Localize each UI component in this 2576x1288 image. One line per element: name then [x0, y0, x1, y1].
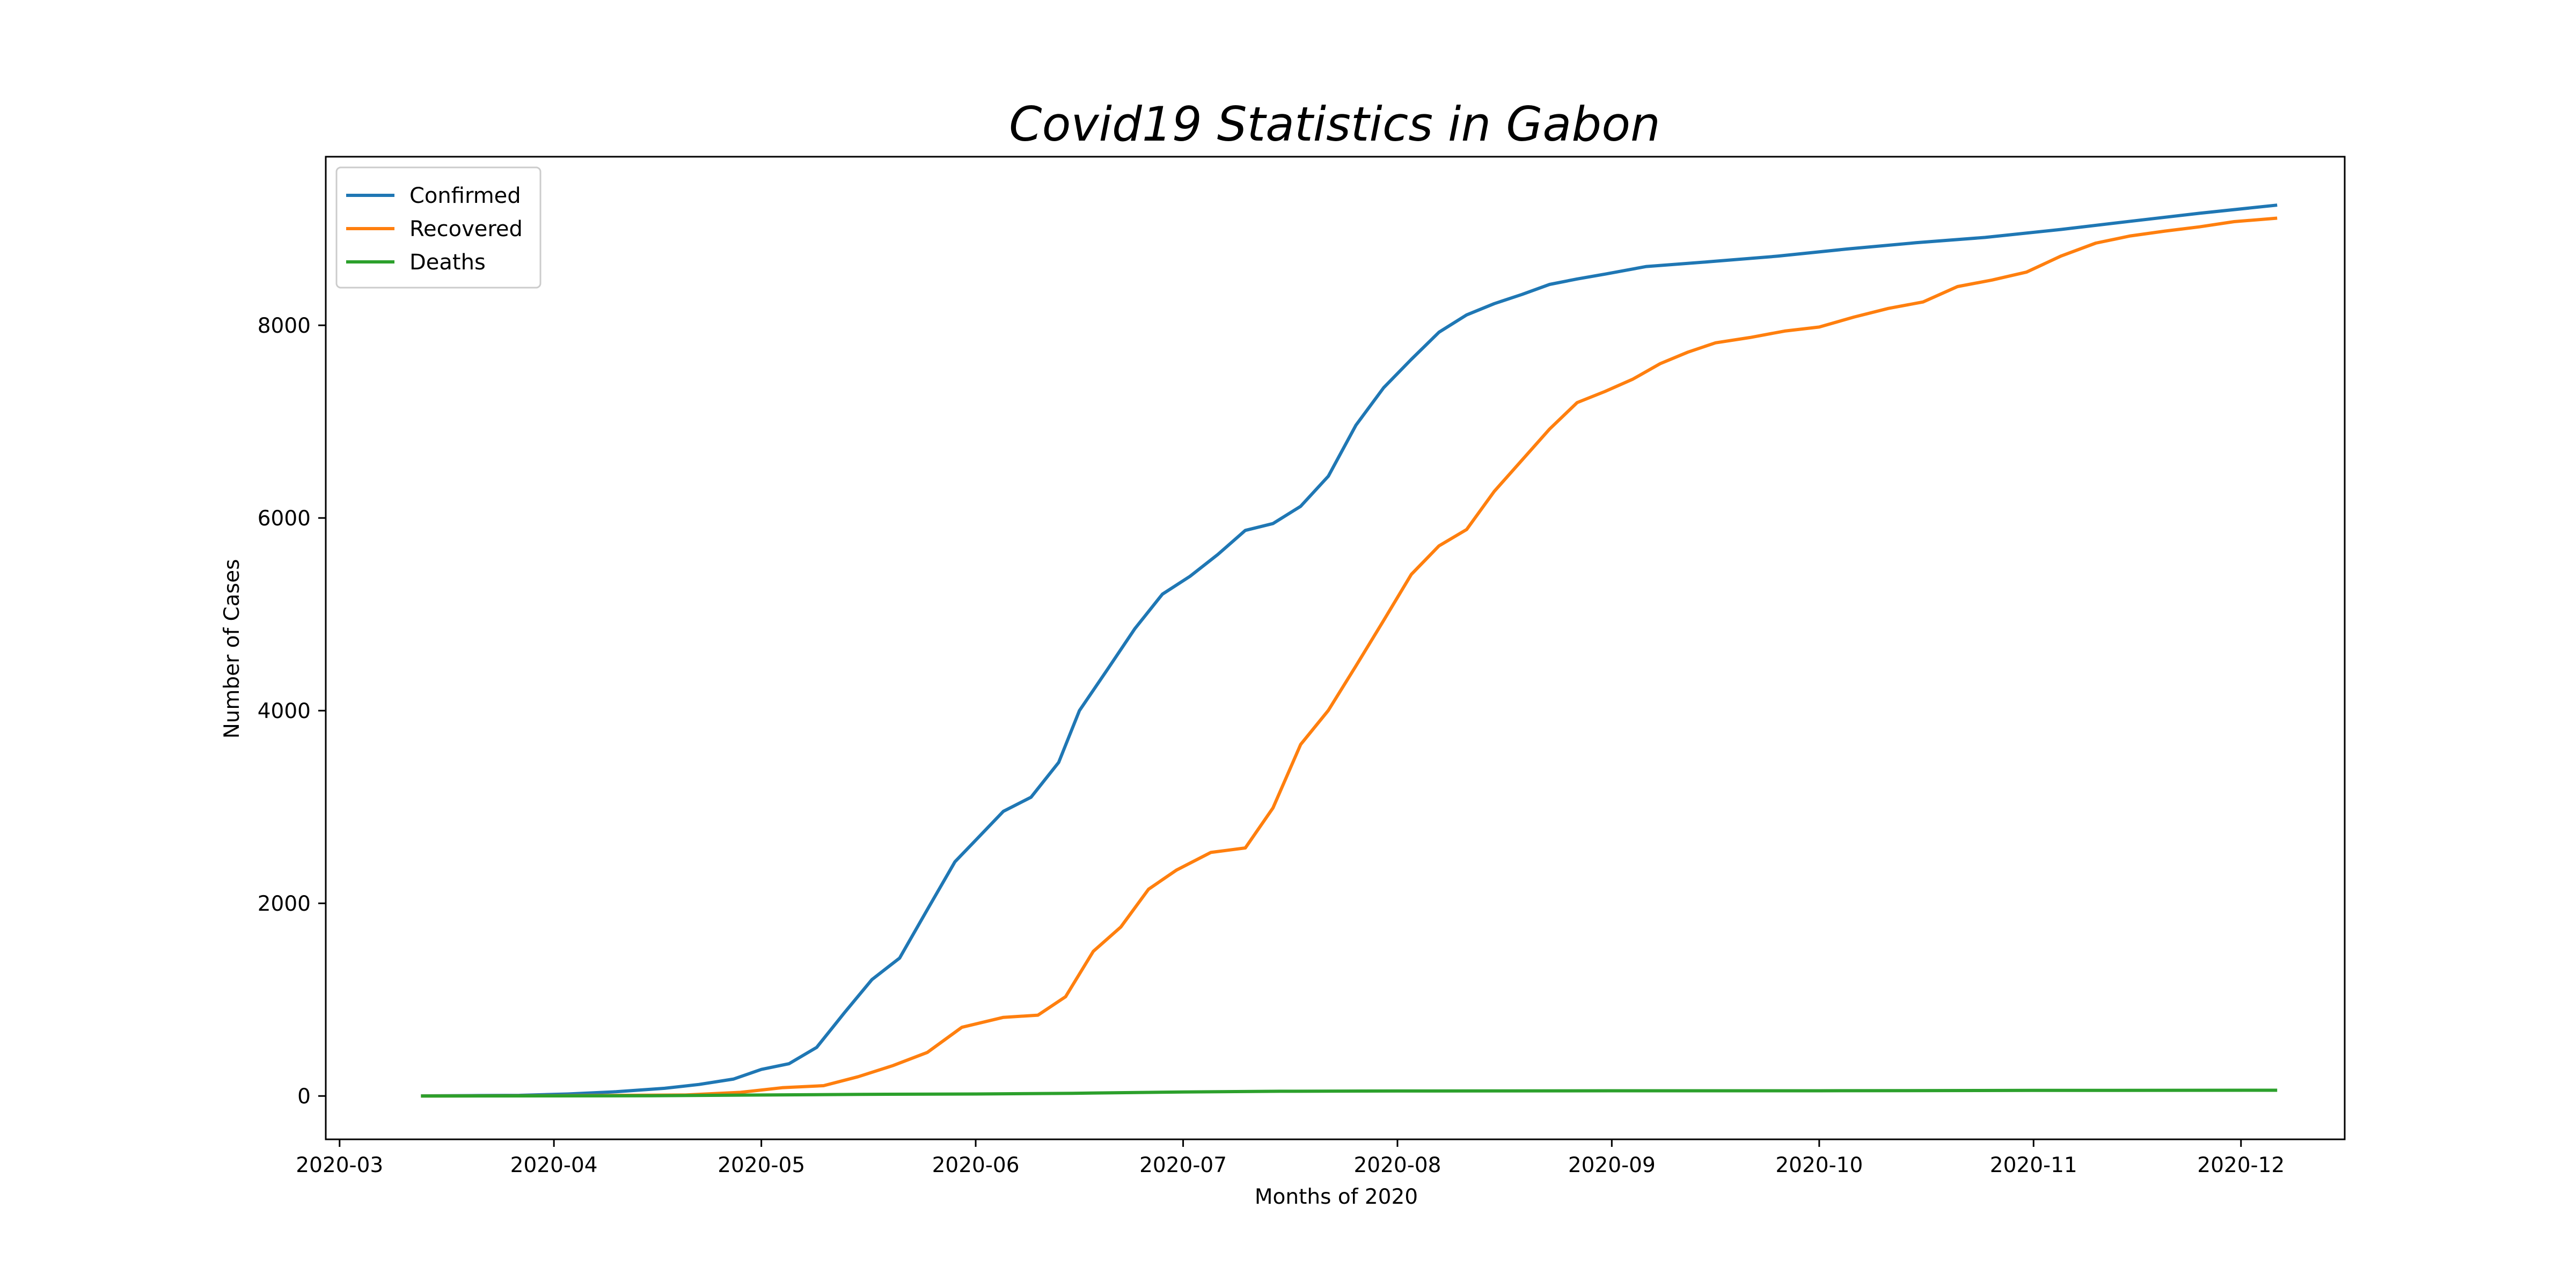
- series-line-confirmed: [421, 203, 2278, 1098]
- legend-label-recovered: Recovered: [409, 217, 523, 241]
- x-tick-label: 2020-10: [1775, 1153, 1863, 1177]
- series-layer: [421, 203, 2278, 1098]
- x-tick-label: 2020-06: [932, 1153, 1020, 1177]
- series-line-recovered: [421, 216, 2278, 1098]
- series-line-deaths: [421, 1088, 2278, 1098]
- y-tick-label: 0: [297, 1085, 311, 1109]
- legend-label-deaths: Deaths: [409, 250, 486, 275]
- chart-title: Covid19 Statistics in Gabon: [1009, 97, 1660, 152]
- x-axis-label: Months of 2020: [1255, 1185, 1418, 1209]
- y-tick-label: 8000: [258, 314, 311, 338]
- x-axis: 2020-03 2020-04 2020-05 2020-06 2020-07 2020-…: [296, 1139, 2285, 1177]
- y-axis-label: Number of Cases: [220, 559, 244, 739]
- x-tick-label: 2020-12: [2197, 1153, 2285, 1177]
- x-tick-label: 2020-04: [510, 1153, 598, 1177]
- x-tick-label: 2020-08: [1353, 1153, 1441, 1177]
- x-tick-label: 2020-11: [1990, 1153, 2077, 1177]
- x-tick-label: 2020-05: [718, 1153, 805, 1177]
- legend: Confirmed Recovered Deaths: [335, 166, 541, 289]
- x-tick-label: 2020-03: [296, 1153, 383, 1177]
- legend-box: [335, 166, 541, 289]
- y-axis: 0 2000 4000 6000 8000: [258, 314, 326, 1109]
- plot-area-frame: [325, 156, 2346, 1140]
- y-tick-label: 2000: [258, 892, 311, 916]
- x-tick-label: 2020-07: [1139, 1153, 1227, 1177]
- y-tick-label: 4000: [258, 699, 311, 723]
- x-tick-label: 2020-09: [1568, 1153, 1656, 1177]
- legend-label-confirmed: Confirmed: [409, 184, 521, 208]
- y-tick-label: 6000: [258, 507, 311, 531]
